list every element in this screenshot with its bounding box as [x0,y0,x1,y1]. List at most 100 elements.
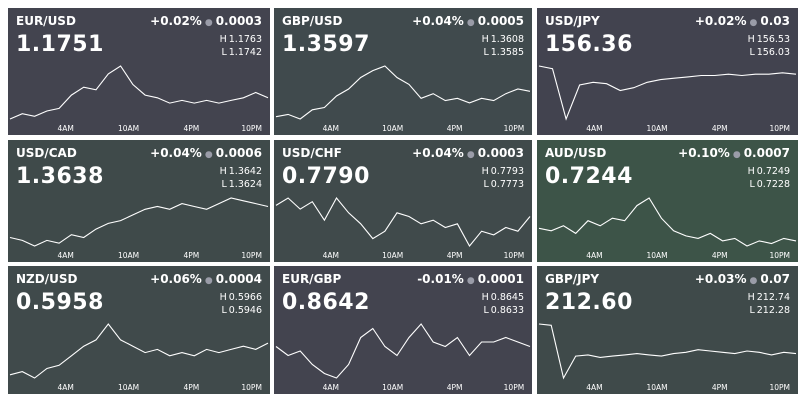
time-label: 4AM [323,251,339,260]
high-label: H [747,166,755,177]
price: 212.60 [545,290,633,315]
price: 156.36 [545,32,633,57]
sparkline-chart: 4AM 10AM 4PM 10PM [538,197,797,260]
sparkline [538,65,797,121]
low: L 0.7773 [483,179,524,190]
low-label: L [749,179,755,190]
quote-tile: 4AM 10AM 4PM 10PM GBP/JPY 212.60 +0.03% ● 0.07 H 2… [537,266,798,394]
low-value: 0.8633 [490,305,524,316]
low-label: L [749,47,755,58]
quote-tile: 4AM 10AM 4PM 10PM GBP/USD 1.3597 +0.04% ● 0.0005… [274,8,532,135]
time-label: 4AM [586,251,602,260]
pair-name: GBP/USD [282,14,343,28]
time-label: 4PM [447,383,463,392]
price: 0.8642 [282,290,370,315]
low: L 1.3624 [221,179,262,190]
change-percent: +0.02% [694,14,747,28]
time-label: 4AM [57,383,73,392]
change-value: 0.0007 [743,146,790,160]
low-value: 0.7773 [490,179,524,190]
low-value: 1.3624 [228,179,262,190]
change: -0.01% ● 0.0001 [417,272,524,286]
high: H 212.74 [748,292,790,303]
change-value: 0.07 [760,272,790,286]
high: H 0.5966 [220,292,262,303]
change-value: 0.0004 [215,272,262,286]
high: H 0.7249 [748,166,790,177]
pair-name: EUR/GBP [282,272,342,286]
high-value: 1.3642 [228,166,262,177]
change: +0.04% ● 0.0006 [150,146,262,160]
time-label: 4AM [586,383,602,392]
high-label: H [219,166,227,177]
high-label: H [747,34,755,45]
price: 1.1751 [16,32,104,57]
low: L 156.03 [749,47,790,58]
sparkline [9,197,269,247]
time-label: 4AM [57,251,73,260]
change-percent: -0.01% [417,272,464,286]
low-label: L [221,305,227,316]
time-label: 10AM [382,383,403,392]
quote-tile: 4AM 10AM 4PM 10PM USD/CAD 1.3638 +0.04% ● 0.0006… [8,140,270,262]
price: 0.7244 [545,164,633,189]
change: +0.04% ● 0.0005 [412,14,524,28]
low-label: L [221,47,227,58]
change: +0.10% ● 0.0007 [678,146,790,160]
time-label: 4PM [712,124,728,133]
low: L 0.7228 [749,179,790,190]
high-value: 1.1763 [228,34,262,45]
high: H 1.3642 [220,166,262,177]
low-value: 0.7228 [756,179,790,190]
sparkline-chart: 4AM 10AM 4PM 10PM [275,323,531,392]
high: H 0.8645 [482,292,524,303]
time-label: 10PM [504,383,525,392]
separator: ● [466,18,475,28]
time-label: 10PM [241,383,262,392]
low-label: L [483,305,489,316]
low-label: L [221,179,227,190]
separator: ● [204,18,213,28]
high-value: 0.5966 [228,292,262,303]
time-label: 10AM [382,251,403,260]
time-label: 10AM [382,124,403,133]
change: +0.02% ● 0.03 [695,14,790,28]
price: 0.5958 [16,290,104,315]
price: 1.3638 [16,164,104,189]
change-percent: +0.04% [150,146,202,160]
pair-name: USD/JPY [545,14,600,28]
time-label: 10AM [118,251,139,260]
time-label: 4PM [712,251,728,260]
change-value: 0.0003 [477,146,524,160]
high-value: 0.8645 [490,292,524,303]
high-value: 0.7793 [490,166,524,177]
sparkline [9,65,269,120]
change-percent: +0.04% [412,146,464,160]
time-label: 4AM [323,383,339,392]
change-value: 0.0006 [215,146,262,160]
sparkline [275,323,531,379]
quote-tile: 4AM 10AM 4PM 10PM USD/JPY 156.36 +0.02% ● 0.03 H 1… [537,8,798,135]
pair-name: EUR/USD [16,14,76,28]
sparkline [275,197,531,247]
sparkline [275,65,531,120]
low-value: 1.1742 [228,47,262,58]
separator: ● [466,276,475,286]
time-label: 4PM [447,124,463,133]
low-value: 0.5946 [228,305,262,316]
time-label: 4AM [57,124,73,133]
high: H 156.53 [748,34,790,45]
pair-name: GBP/JPY [545,272,600,286]
low-value: 212.28 [756,305,790,316]
price: 1.3597 [282,32,370,57]
change-percent: +0.10% [678,146,730,160]
separator: ● [204,150,213,160]
high-value: 1.3608 [490,34,524,45]
high-label: H [481,292,489,303]
time-label: 10PM [241,124,262,133]
change-percent: +0.04% [412,14,464,28]
high-label: H [481,166,489,177]
sparkline-chart: 4AM 10AM 4PM 10PM [275,65,531,133]
high-value: 0.7249 [756,166,790,177]
